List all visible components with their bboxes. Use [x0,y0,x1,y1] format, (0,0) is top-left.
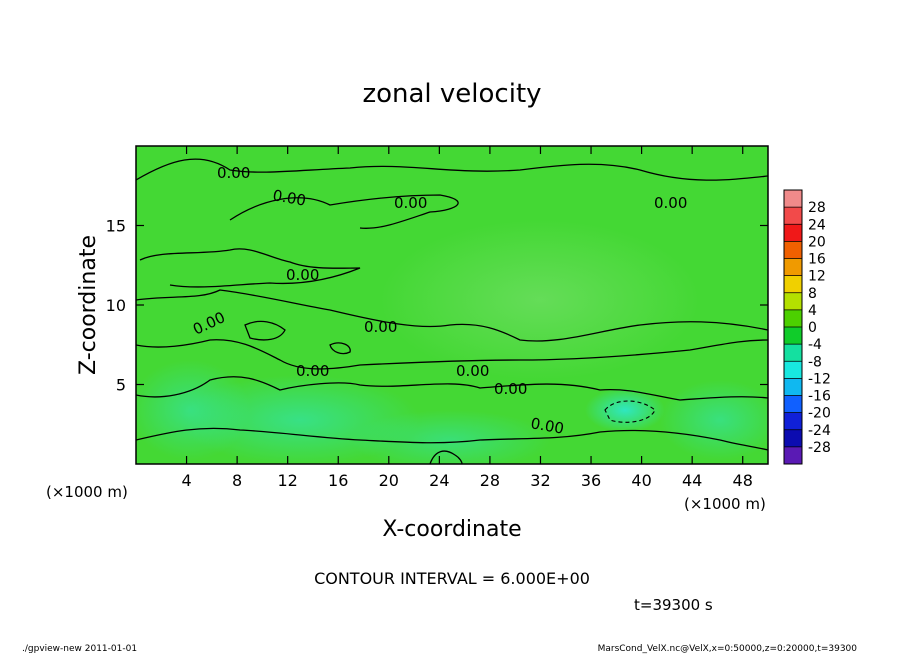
contour-label: 0.00 [296,362,329,380]
colorbar-swatch [784,309,802,328]
y-axis: 5 10 15 [106,217,768,395]
field-patch [585,388,665,432]
colorbar-swatch [784,429,802,448]
contour-label: 0.00 [271,186,307,210]
x-tick-label: 32 [530,471,550,490]
colorbar-label: 28 [808,200,826,216]
y-tick-label: 10 [106,296,126,315]
x-tick-label: 28 [480,471,500,490]
colorbar-swatch [784,412,802,431]
colorbar-swatch [784,292,802,311]
colorbar-swatch [784,327,802,345]
x-tick-label: 44 [682,471,702,490]
x-tick-label: 4 [181,471,191,490]
contour-label: 0.00 [456,362,489,380]
colorbar-label: 12 [808,269,826,285]
colorbar-label: 20 [808,234,826,250]
colorbar-swatch [784,224,802,242]
colorbar-label: -4 [808,337,822,353]
colorbar-label: -28 [808,440,831,456]
colorbar-label: 4 [808,303,817,319]
colorbar-label: -8 [808,354,822,370]
footer-right: MarsCond_VelX.nc@VelX,x=0:50000,z=0:2000… [598,644,858,654]
contour-label: 0.00 [529,414,565,438]
time-label: t=39300 s [634,596,713,614]
contour-label: 0.00 [394,194,427,212]
contour-label: 0.00 [286,266,319,284]
x-tick-label: 8 [232,471,242,490]
chart-title: zonal velocity [362,79,541,109]
contour-lines [136,158,768,464]
y-axis-label: Z-coordinate [76,235,101,375]
field-patch [350,410,550,464]
contour-label: 0.00 [217,164,250,182]
x-tick-label: 48 [733,471,753,490]
colorbar-swatch [784,395,802,414]
x-tick-label: 20 [379,471,399,490]
colorbar-swatch [784,361,802,379]
colorbar-swatch [784,344,802,362]
colorbar-label: 8 [808,286,817,302]
contour-label: 0.00 [364,318,397,336]
field-patch [136,360,250,460]
x-tick-label: 36 [581,471,601,490]
contour-interval-text: CONTOUR INTERVAL = 6.000E+00 [314,569,590,588]
colorbar-swatch [784,275,802,294]
x-unit-note-right: (×1000 m) [684,495,766,513]
colorbar-label: -16 [808,389,831,405]
x-tick-label: 12 [278,471,298,490]
colorbar-swatch [784,378,802,396]
y-tick-label: 5 [116,376,126,395]
footer-left: ./gpview-new 2011-01-01 [22,644,137,654]
field-patch [660,380,768,460]
colorbar-swatch [784,258,802,277]
colorbar-label: 0 [808,320,817,336]
x-axis-label: X-coordinate [382,517,521,542]
x-tick-label: 16 [328,471,348,490]
colorbar-swatch [784,241,802,259]
y-tick-label: 15 [106,217,126,236]
x-axis: 4 8 12 16 20 24 28 32 36 40 44 48 [181,146,753,490]
contour-label: 0.00 [654,194,687,212]
contour-label-group: 0.00 0.00 0.00 0.00 0.00 0.00 0.00 0.00 … [190,164,687,438]
colorbar-swatch [784,190,802,208]
colorbar-label: -24 [808,423,831,439]
x-tick-label: 24 [429,471,449,490]
negative-contour [604,400,656,423]
colorbar-swatch [784,207,802,225]
field-patch [380,220,700,380]
colorbar-label: 16 [808,252,826,268]
x-tick-label: 40 [631,471,651,490]
x-unit-note-left: (×1000 m) [46,483,128,501]
contour-label: 0.00 [494,380,527,398]
colorbar-swatch [784,446,802,465]
colorbar-label: -12 [808,371,831,387]
plot-area: 0.00 0.00 0.00 0.00 0.00 0.00 0.00 0.00 … [136,146,768,464]
colorbar-label: 24 [808,217,826,233]
colorbar-label: -20 [808,406,831,422]
